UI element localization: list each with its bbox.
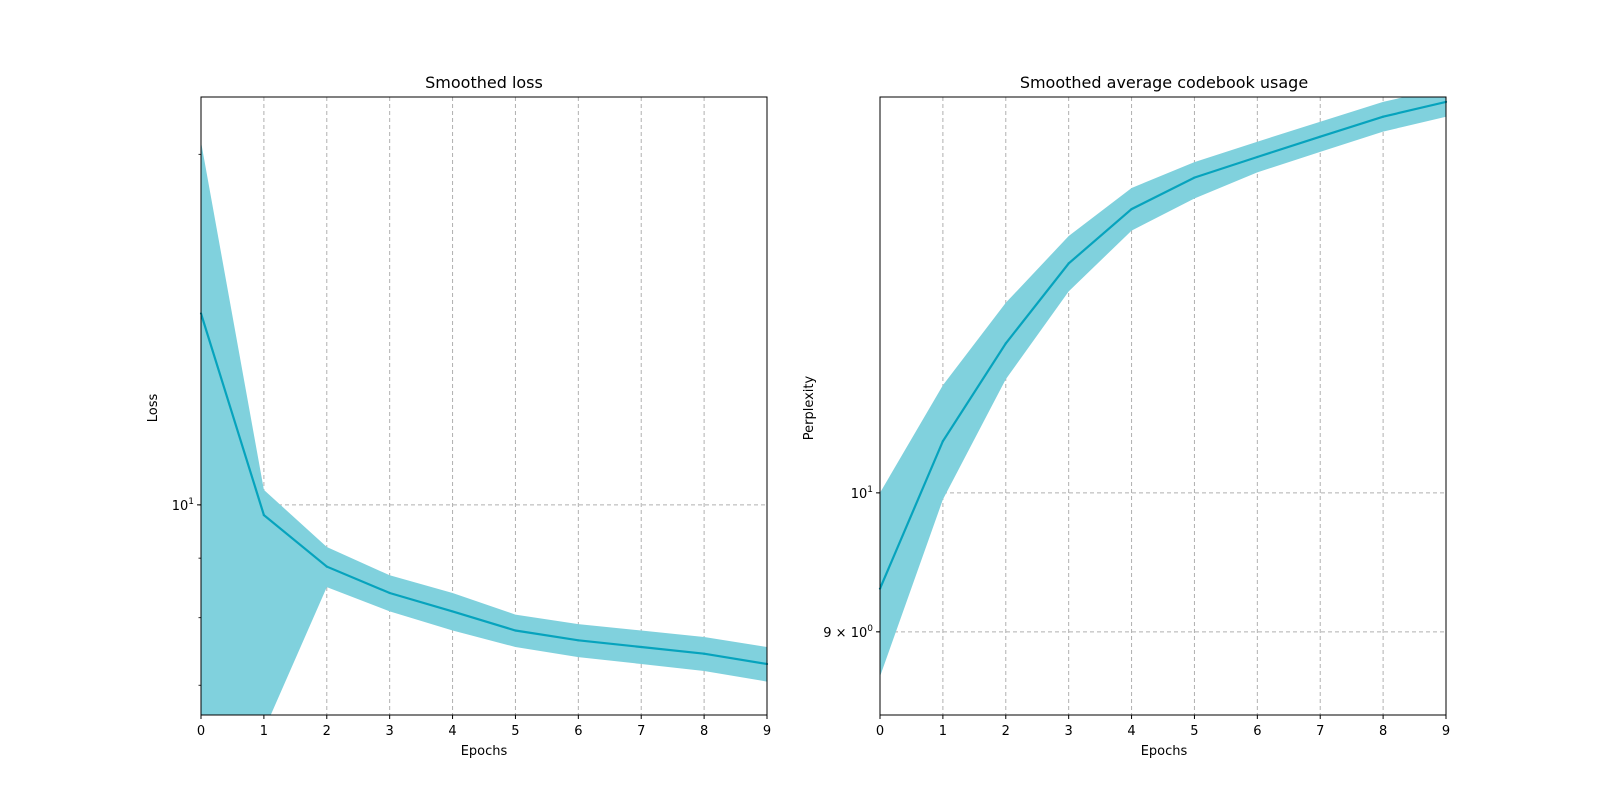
perplexity-x-tick-label: 6 <box>1253 724 1261 739</box>
loss-data-point <box>514 629 517 632</box>
perplexity-x-tick-label: 7 <box>1316 724 1324 739</box>
loss-x-tick-label: 0 <box>197 724 205 739</box>
loss-series-line <box>201 313 767 666</box>
perplexity-x-tick-label: 4 <box>1127 724 1135 739</box>
loss-data-point <box>577 639 580 642</box>
perplexity-y-tick-label: 101 <box>851 485 873 502</box>
perplexity-x-tick-label: 8 <box>1379 724 1387 739</box>
perplexity-data-point <box>1004 342 1007 345</box>
loss-chart-panel: 0 1 2 3 4 5 6 7 8 9 101 Smoothed loss Epochs Loss <box>146 73 771 759</box>
perplexity-confidence-band <box>880 97 1446 677</box>
loss-x-tick-label: 7 <box>637 724 645 739</box>
perplexity-data-point <box>1256 155 1259 159</box>
loss-confidence-band <box>201 141 767 715</box>
perplexity-axes-frame <box>879 96 1447 716</box>
loss-series-points <box>199 312 769 666</box>
loss-x-tick-label: 5 <box>511 724 519 739</box>
loss-data-point <box>640 645 643 649</box>
loss-axes-frame <box>200 96 768 716</box>
perplexity-data-point <box>1067 262 1070 265</box>
loss-x-tick-label: 2 <box>323 724 331 739</box>
perplexity-x-tick-label: 2 <box>1002 724 1010 739</box>
loss-data-point <box>388 591 391 595</box>
loss-x-tick-label: 8 <box>700 724 708 739</box>
perplexity-grid <box>879 97 1447 715</box>
perplexity-data-point <box>1130 208 1133 211</box>
loss-x-tick-label: 1 <box>260 724 268 739</box>
perplexity-x-tick-label: 5 <box>1190 724 1198 739</box>
loss-data-point <box>325 565 328 568</box>
perplexity-series-line <box>880 100 1446 590</box>
perplexity-x-tick-label: 1 <box>939 724 947 739</box>
loss-x-tick-label: 6 <box>574 724 582 739</box>
perplexity-data-point <box>1382 115 1385 118</box>
perplexity-x-tick-label: 0 <box>876 724 884 739</box>
loss-data-point <box>262 513 265 517</box>
loss-x-ticks: 0 1 2 3 4 5 6 7 8 9 <box>197 715 771 739</box>
loss-y-axis-label: Loss <box>146 394 161 423</box>
loss-x-tick-label: 4 <box>448 724 456 739</box>
perplexity-series-points <box>878 100 1448 590</box>
perplexity-x-ticks: 0 1 2 3 4 5 6 7 8 9 <box>876 715 1450 739</box>
loss-y-ticks: 101 <box>172 153 201 686</box>
perplexity-chart-panel: 0 1 2 3 4 5 6 7 8 9 9 × 100 101 Smoothed average c… <box>802 73 1450 759</box>
perplexity-x-axis-label: Epochs <box>1141 744 1188 759</box>
perplexity-y-tick-label: 9 × 100 <box>823 624 873 641</box>
loss-x-axis-label: Epochs <box>461 744 508 759</box>
perplexity-y-ticks: 9 × 100 101 <box>823 485 880 641</box>
loss-data-point <box>703 652 706 655</box>
perplexity-data-point <box>1319 135 1322 138</box>
loss-y-tick-label: 101 <box>172 497 194 514</box>
perplexity-chart-title: Smoothed average codebook usage <box>1020 73 1308 92</box>
loss-x-tick-label: 9 <box>763 724 771 739</box>
perplexity-data-point <box>1193 176 1196 179</box>
loss-x-tick-label: 3 <box>386 724 394 739</box>
perplexity-data-point <box>941 440 944 443</box>
perplexity-x-tick-label: 3 <box>1065 724 1073 739</box>
loss-chart-title: Smoothed loss <box>425 73 543 92</box>
perplexity-x-tick-label: 9 <box>1442 724 1450 739</box>
loss-data-point <box>451 610 454 613</box>
perplexity-y-axis-label: Perplexity <box>802 375 817 440</box>
